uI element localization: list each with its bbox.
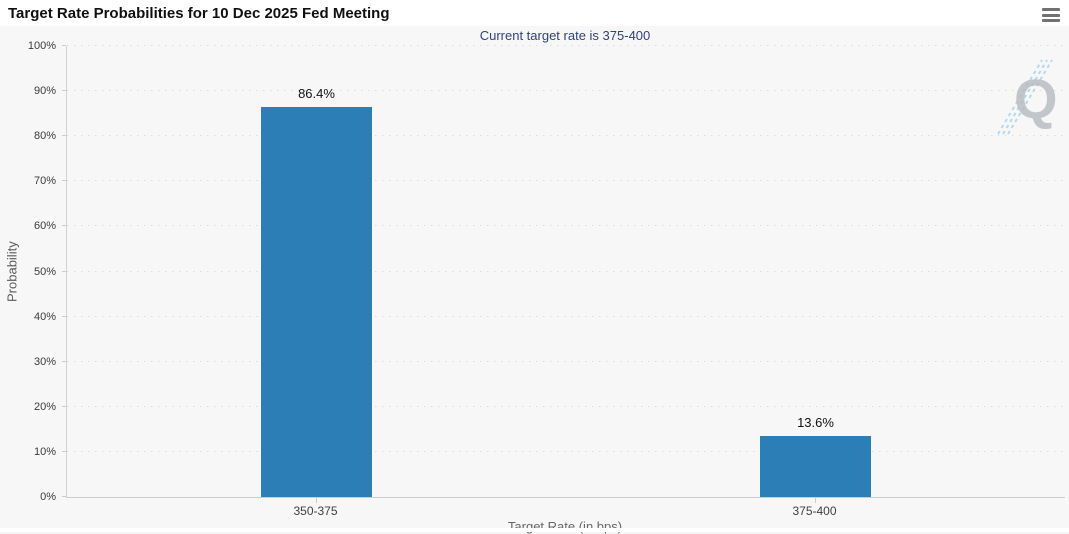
y-tickmark (62, 450, 66, 452)
plot-area: 86.4% 13.6% (66, 45, 1065, 498)
x-tickmark (814, 498, 816, 503)
bar-value-label: 13.6% (797, 414, 834, 430)
gridline (67, 405, 1065, 407)
y-tickmark (62, 315, 66, 317)
gridline (67, 45, 1065, 46)
x-tickmark (315, 498, 317, 503)
y-tickmark (62, 180, 66, 182)
y-tickmark (62, 45, 66, 46)
chart-title: Target Rate Probabilities for 10 Dec 202… (8, 5, 390, 22)
gridline (67, 180, 1065, 182)
gridline (67, 135, 1065, 137)
bar-375-400[interactable] (760, 435, 871, 497)
y-tick-label: 100% (27, 40, 56, 52)
gridline (67, 450, 1065, 452)
chart-subtitle: Current target rate is 375-400 (479, 28, 651, 43)
y-tick-label: 30% (33, 355, 56, 368)
gridline (67, 90, 1065, 92)
y-tickmark (62, 496, 66, 497)
y-tickmark (62, 225, 66, 227)
gridline (67, 360, 1065, 362)
y-tick-label: 60% (33, 220, 56, 233)
hamburger-bar (1042, 13, 1060, 17)
x-category-label: 350-375 (293, 504, 338, 518)
y-tick-label: 80% (33, 130, 56, 143)
hamburger-menu-icon[interactable] (1040, 7, 1062, 23)
x-axis-labels: 350-375 375-400 (66, 497, 1064, 521)
y-tick-label: 10% (33, 445, 56, 458)
gridline (67, 315, 1065, 317)
y-tickmark (62, 90, 66, 92)
y-tick-label: 70% (33, 175, 56, 188)
chart-header-bar: Target Rate Probabilities for 10 Dec 202… (0, 0, 1069, 26)
y-tickmark (62, 270, 66, 272)
bar-value-label: 86.4% (298, 86, 335, 102)
y-tickmark (62, 405, 66, 407)
y-tick-label: 50% (33, 265, 56, 278)
hamburger-bar (1042, 19, 1060, 22)
y-tick-label: 0% (40, 491, 56, 503)
bottom-edge-strip (0, 528, 1069, 532)
y-tickmark (62, 135, 66, 137)
hamburger-bar (1042, 8, 1060, 11)
y-tickmark (62, 360, 66, 362)
gridline (67, 225, 1065, 227)
bar-350-375[interactable] (261, 107, 372, 497)
y-tick-label: 20% (33, 400, 56, 413)
y-axis-labels: 0% 10% 20% 30% 40% 50% 60% 70% 80% 90% 100% (0, 40, 66, 503)
gridline (67, 270, 1065, 272)
x-category-label: 375-400 (792, 504, 837, 518)
y-tick-label: 40% (33, 310, 56, 323)
y-tick-label: 90% (33, 85, 56, 98)
